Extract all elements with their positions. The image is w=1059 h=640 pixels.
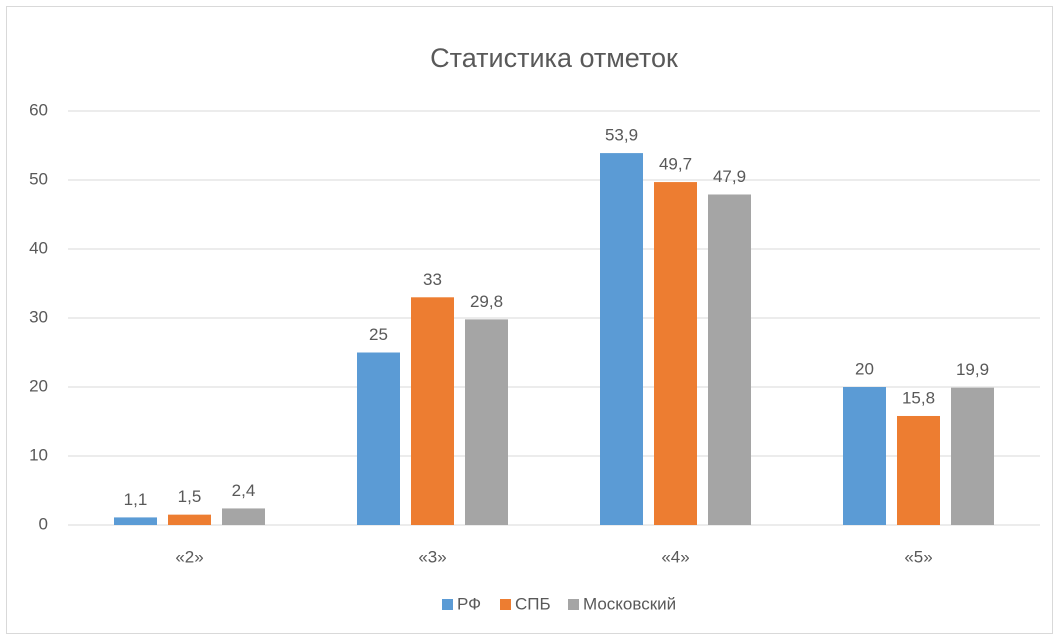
data-label: 25 bbox=[369, 325, 388, 344]
data-label: 33 bbox=[423, 270, 442, 289]
legend-label: СПБ bbox=[515, 594, 551, 613]
legend-label: РФ bbox=[457, 594, 481, 613]
data-label: 53,9 bbox=[605, 126, 638, 145]
bar bbox=[465, 319, 508, 525]
bar bbox=[411, 297, 454, 525]
bar bbox=[600, 153, 643, 525]
data-label: 47,9 bbox=[713, 167, 746, 186]
bar bbox=[357, 352, 400, 525]
bar bbox=[708, 194, 751, 526]
bar bbox=[654, 182, 697, 525]
data-label: 29,8 bbox=[470, 292, 503, 311]
legend-swatch bbox=[442, 599, 453, 610]
x-tick-label: «2» bbox=[175, 547, 203, 566]
x-tick-label: «3» bbox=[418, 547, 446, 566]
data-label: 19,9 bbox=[956, 360, 989, 379]
y-tick-label: 0 bbox=[39, 514, 48, 533]
chart-title: Статистика отметок bbox=[430, 43, 678, 73]
chart-border bbox=[6, 6, 1053, 634]
y-tick-label: 10 bbox=[29, 445, 48, 464]
bar bbox=[897, 415, 940, 525]
data-label: 2,4 bbox=[232, 481, 256, 500]
data-label: 49,7 bbox=[659, 155, 692, 174]
bar bbox=[951, 387, 994, 525]
y-tick-label: 60 bbox=[29, 100, 48, 119]
legend-label: Московский bbox=[583, 594, 676, 613]
legend-swatch bbox=[568, 599, 579, 610]
y-tick-label: 20 bbox=[29, 376, 48, 395]
data-label: 20 bbox=[855, 359, 874, 378]
bar bbox=[168, 514, 211, 525]
bar bbox=[843, 387, 886, 525]
legend-swatch bbox=[500, 599, 511, 610]
x-tick-label: «5» bbox=[904, 547, 932, 566]
x-tick-label: «4» bbox=[661, 547, 689, 566]
data-label: 1,5 bbox=[178, 487, 202, 506]
y-tick-label: 30 bbox=[29, 307, 48, 326]
data-label: 1,1 bbox=[124, 490, 148, 509]
bar bbox=[114, 517, 157, 525]
y-tick-label: 50 bbox=[29, 169, 48, 188]
data-label: 15,8 bbox=[902, 388, 935, 407]
bar bbox=[222, 508, 265, 525]
y-tick-label: 40 bbox=[29, 238, 48, 257]
